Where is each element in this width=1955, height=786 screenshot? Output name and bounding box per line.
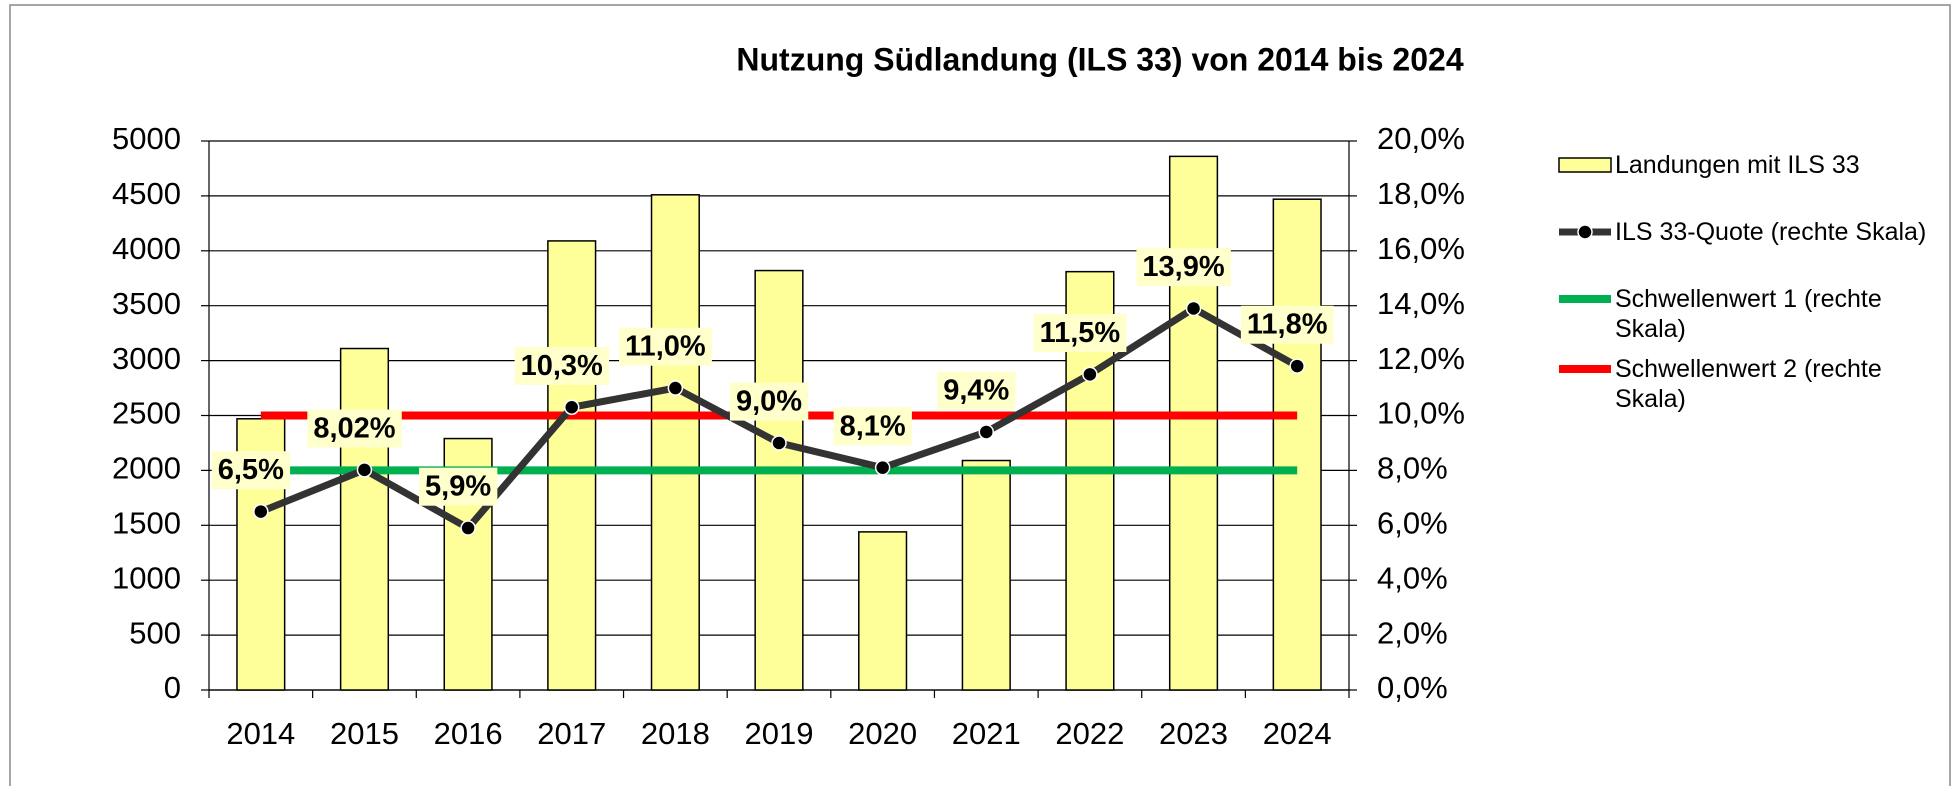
data-label-group: 9,0% <box>729 382 809 421</box>
line-point <box>1185 300 1202 317</box>
data-label: 10,3% <box>521 350 603 382</box>
line-point <box>667 380 684 396</box>
bar <box>858 531 908 691</box>
data-label-group: 6,5% <box>211 451 291 490</box>
data-label-bg <box>1136 248 1231 287</box>
y2-tick-label: 6,0% <box>1377 505 1448 540</box>
line-point <box>356 462 373 478</box>
data-label-group: 11,5% <box>1033 313 1127 352</box>
legend-marker <box>1577 224 1593 240</box>
legend-label: Schwellenwert 1 (rechte Skala) <box>1615 285 1882 343</box>
data-label-bg <box>419 467 498 506</box>
x-tick-label: 2021 <box>952 716 1021 751</box>
x-tick-label: 2019 <box>745 716 814 751</box>
chart-frame <box>9 4 1951 786</box>
data-label-bg <box>619 327 712 366</box>
x-tick-label: 2023 <box>1159 716 1228 751</box>
data-label-bg <box>937 371 1016 410</box>
data-label-group: 11,8% <box>1240 305 1334 344</box>
y2-tick-label: 18,0% <box>1377 176 1465 211</box>
y-tick-label: 4000 <box>112 231 181 266</box>
data-label-bg <box>1033 313 1127 352</box>
legend-label: ILS 33-Quote (rechte Skala) <box>1615 218 1927 246</box>
y-tick-label: 2500 <box>112 396 181 431</box>
line-point <box>1289 358 1305 374</box>
data-label: 6,5% <box>218 454 284 486</box>
line-point <box>563 399 580 416</box>
data-label-group: 8,1% <box>833 407 912 446</box>
y2-tick-label: 8,0% <box>1377 451 1448 486</box>
y2-tick-label: 10,0% <box>1377 396 1465 431</box>
data-label: 11,5% <box>1040 317 1121 349</box>
line-point <box>253 503 269 520</box>
y2-tick-label: 12,0% <box>1377 341 1465 376</box>
data-label: 13,9% <box>1142 251 1224 283</box>
x-tick-label: 2014 <box>226 716 295 751</box>
y-tick-label: 500 <box>129 615 181 650</box>
y2-tick-label: 16,0% <box>1377 231 1465 266</box>
data-label-group: 10,3% <box>514 346 610 385</box>
x-tick-label: 2018 <box>641 716 710 751</box>
x-tick-label: 2015 <box>330 716 399 751</box>
legend-swatch <box>1558 157 1612 173</box>
y-tick-label: 3500 <box>112 286 181 321</box>
data-label: 11,0% <box>625 331 706 363</box>
data-label: 8,1% <box>840 410 906 442</box>
chart-title: Nutzung Südlandung (ILS 33) von 2014 bis… <box>736 41 1463 77</box>
x-tick-label: 2017 <box>537 716 606 751</box>
bar <box>547 240 597 691</box>
legend-label: Landungen mit ILS 33 <box>1615 151 1860 179</box>
data-label-bg <box>833 407 912 446</box>
data-label-group: 11,0% <box>619 327 712 366</box>
y2-tick-label: 4,0% <box>1377 560 1448 595</box>
data-label-group: 5,9% <box>419 467 498 506</box>
bar <box>961 459 1011 691</box>
line-point <box>460 520 476 536</box>
bar <box>1272 198 1322 691</box>
y-tick-label: 5000 <box>112 121 181 156</box>
line-point <box>978 424 995 440</box>
x-tick-label: 2020 <box>848 716 917 751</box>
y-tick-label: 0 <box>164 670 181 705</box>
data-label-group: 9,4% <box>937 371 1016 410</box>
y-tick-label: 3000 <box>112 341 181 376</box>
data-label-bg <box>1240 305 1334 344</box>
y-tick-label: 1000 <box>112 560 181 595</box>
bar <box>1168 155 1219 691</box>
x-tick-label: 2024 <box>1263 716 1332 751</box>
data-label: 9,0% <box>736 386 802 418</box>
data-label-group: 13,9% <box>1136 248 1231 287</box>
y2-tick-label: 0,0% <box>1377 670 1448 705</box>
data-label-bg <box>211 451 291 490</box>
y-tick-label: 1500 <box>112 505 181 540</box>
bar <box>339 347 390 691</box>
bar <box>650 194 700 691</box>
data-label-group: 8,02% <box>307 409 402 448</box>
y2-tick-label: 14,0% <box>1377 286 1465 321</box>
y2-tick-label: 2,0% <box>1377 615 1448 650</box>
data-label: 5,9% <box>425 471 491 503</box>
x-tick-label: 2016 <box>434 716 503 751</box>
line-point <box>874 459 891 476</box>
y-tick-label: 2000 <box>112 451 181 486</box>
data-label-bg <box>307 409 402 448</box>
data-label: 11,8% <box>1247 309 1328 341</box>
y-tick-label: 4500 <box>112 176 181 211</box>
bar <box>754 269 804 691</box>
line-point <box>771 435 787 451</box>
data-label: 8,02% <box>313 413 395 445</box>
line-point <box>1082 366 1098 383</box>
legend-label: Schwellenwert 2 (rechte Skala) <box>1615 355 1882 413</box>
data-label-bg <box>729 382 809 421</box>
data-label-bg <box>514 346 610 385</box>
y2-tick-label: 20,0% <box>1377 121 1465 156</box>
data-label: 9,4% <box>943 375 1009 407</box>
x-tick-label: 2022 <box>1055 716 1124 751</box>
